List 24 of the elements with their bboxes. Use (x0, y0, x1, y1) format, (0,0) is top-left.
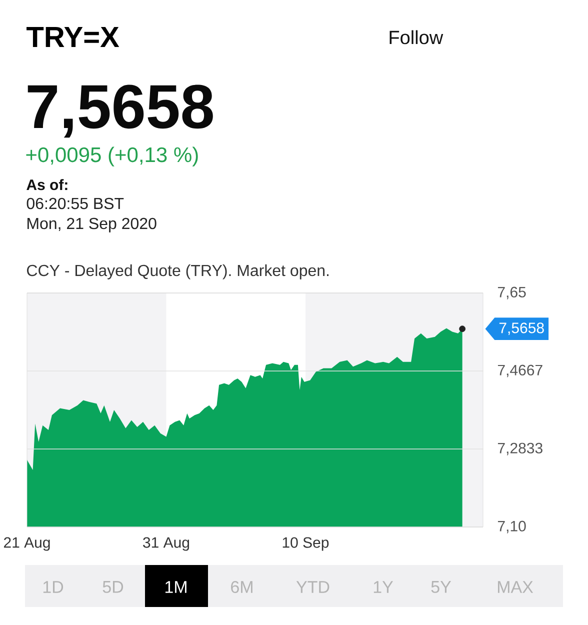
text: 6M (231, 580, 252, 594)
y-tick-label: 7,4667 (498, 364, 542, 378)
text: 06:20:55 BST (26, 198, 124, 210)
y-tick-label: 7,65 (498, 286, 526, 300)
text: YTD (296, 581, 330, 593)
text: Mon, 21 Sep 2020 (28, 218, 156, 232)
text: 7,5658 (28, 84, 213, 138)
text: CCY - Delayed Quote (TRY). Market open. (27, 264, 329, 280)
text: 5Y (431, 581, 452, 593)
text: 1M (165, 581, 186, 593)
text: As of: (26, 179, 68, 190)
text: 1D (43, 581, 64, 593)
text: 1Y (374, 581, 394, 593)
chart-title: TRY=X (26, 27, 120, 47)
text: MAX (498, 581, 534, 593)
annotation: 7,5658 (499, 322, 544, 336)
text: +0,0095 (+0,13 %) (26, 146, 198, 166)
y-tick-label: 7,10 (498, 520, 526, 534)
x-tick-label: 10 Sep (282, 537, 329, 551)
text: Follow (390, 30, 444, 44)
x-tick-label: 31 Aug (143, 537, 190, 551)
x-tick-label: 21 Aug (4, 537, 50, 551)
text: 5D (102, 581, 124, 593)
y-tick-label: 7,2833 (498, 442, 542, 456)
